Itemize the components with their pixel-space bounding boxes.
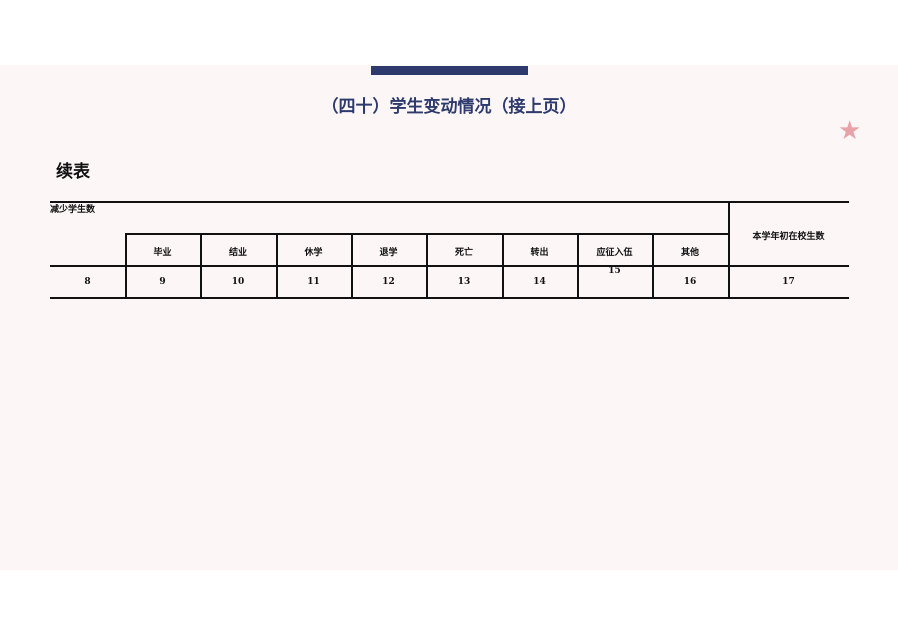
header-bar	[371, 66, 528, 75]
table-border	[502, 233, 504, 298]
column-header: 应征入伍	[596, 248, 633, 258]
table-border	[728, 201, 730, 298]
column-header: 其他	[680, 248, 699, 258]
column-header: 休学	[304, 248, 323, 258]
column-number: 13	[457, 277, 471, 287]
group-header: 减少学生数	[50, 205, 96, 215]
column-header: 转出	[530, 248, 549, 258]
page-title: （四十）学生变动情况（接上页）	[321, 97, 577, 117]
column-header: 死亡	[454, 248, 473, 258]
column-number: 17	[782, 277, 795, 287]
table-border	[577, 233, 579, 298]
table-border	[426, 233, 428, 298]
column-header: 退学	[379, 248, 398, 258]
column-number: 10	[231, 277, 245, 287]
column-number: 8	[84, 277, 91, 287]
column-number: 16	[683, 277, 697, 287]
column-number: 15	[608, 266, 621, 276]
table-border	[50, 297, 849, 299]
column-header: 结业	[228, 248, 247, 258]
section-subtitle: 续表	[56, 162, 90, 182]
table-border	[125, 233, 127, 298]
star-icon: ★	[838, 116, 862, 146]
column-number: 14	[533, 277, 546, 287]
table-border	[50, 201, 849, 203]
column-header: 毕业	[153, 248, 172, 258]
table-border	[351, 233, 353, 298]
column-number: 11	[307, 277, 320, 287]
page-background	[0, 65, 898, 570]
table-border	[200, 233, 202, 298]
table-border	[276, 233, 278, 298]
right-header: 本学年初在校生数	[752, 232, 825, 242]
column-number: 12	[382, 277, 395, 287]
table-border	[50, 265, 849, 267]
table-border	[652, 233, 654, 298]
column-number: 9	[159, 277, 166, 287]
